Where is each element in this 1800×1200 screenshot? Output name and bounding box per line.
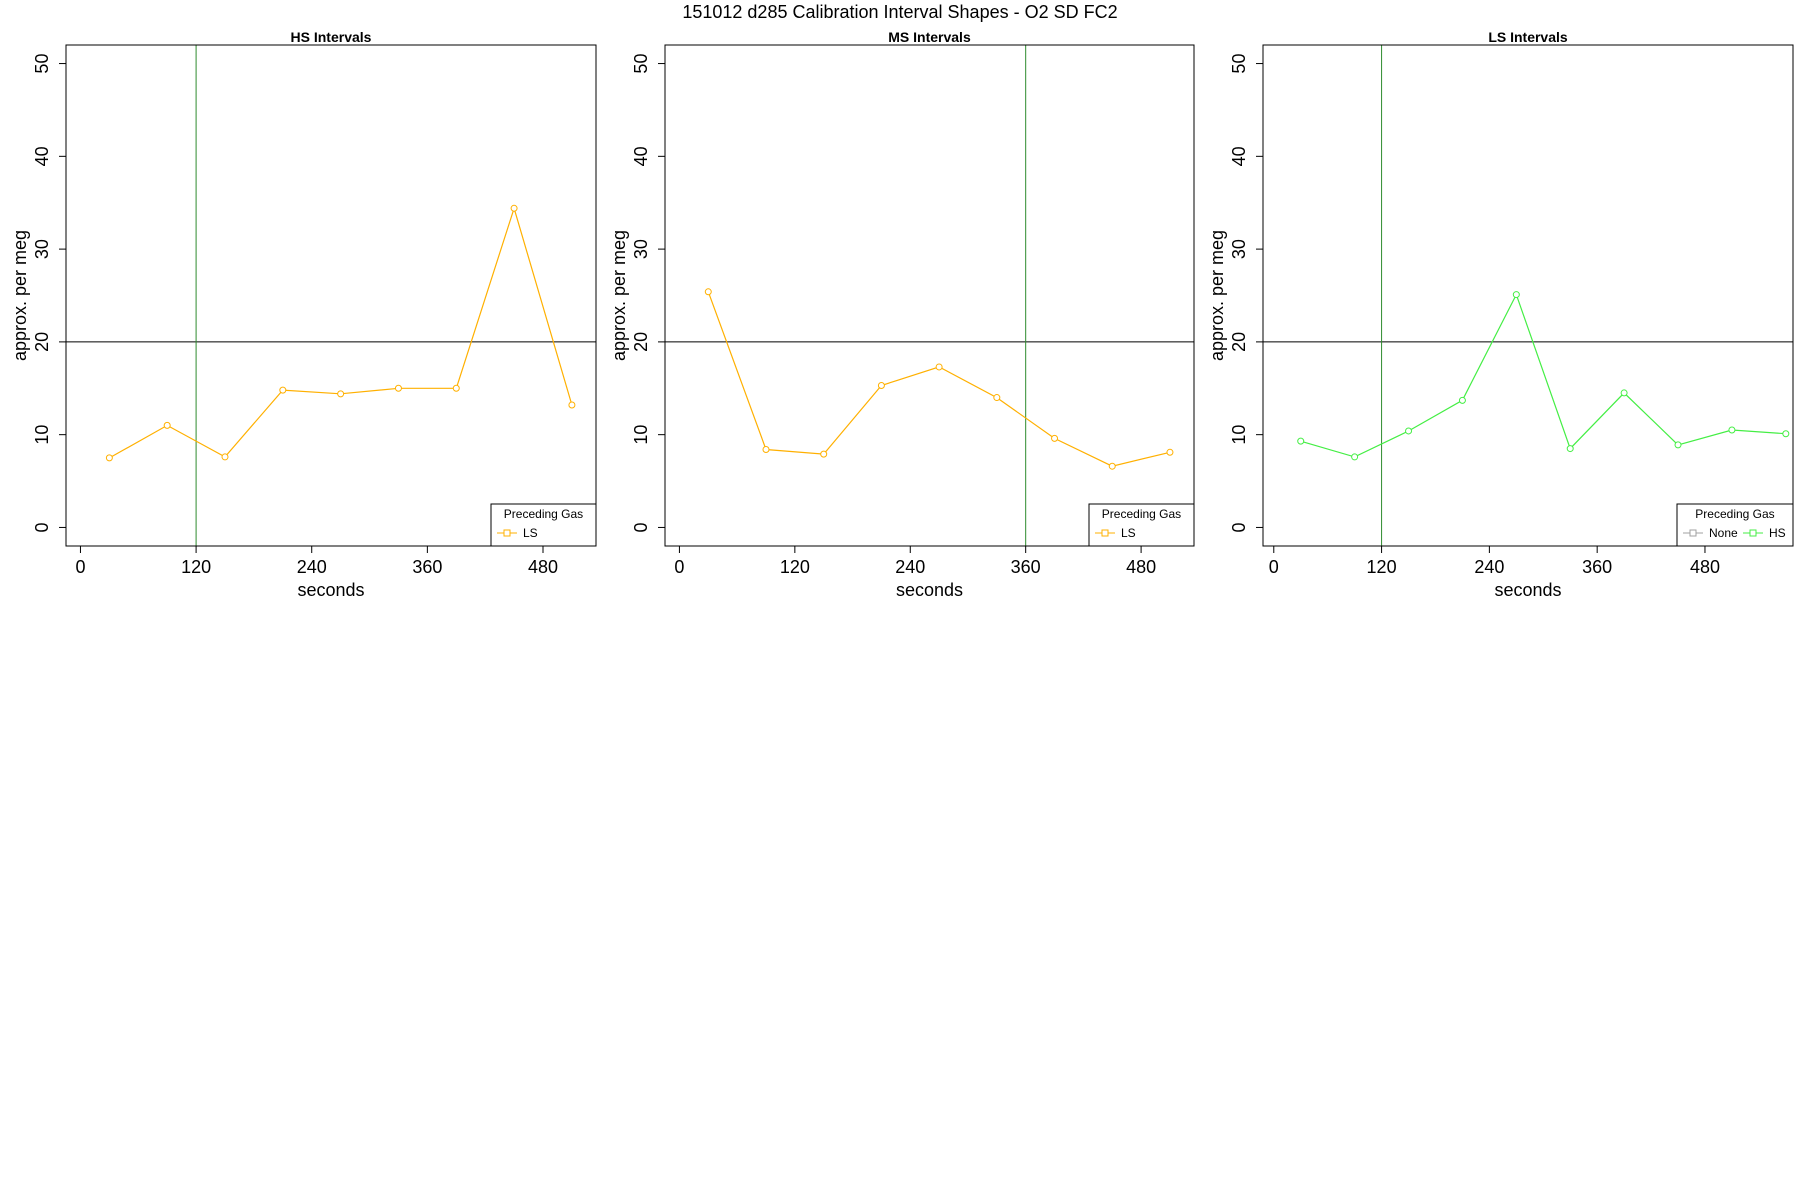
data-point — [993, 394, 1001, 402]
legend-box — [1676, 503, 1794, 547]
x-tick-label: 360 — [1011, 557, 1041, 577]
y-tick-label: 40 — [32, 146, 52, 166]
x-tick-label: 0 — [1269, 557, 1279, 577]
data-point — [1458, 396, 1466, 404]
legend-marker-ls — [1101, 529, 1109, 537]
y-tick-label: 50 — [32, 54, 52, 74]
legend-title: Preceding Gas — [1102, 507, 1181, 521]
y-tick-label: 40 — [1229, 146, 1249, 166]
x-tick-label: 480 — [1126, 557, 1156, 577]
legend-title: Preceding Gas — [1695, 507, 1774, 521]
data-point — [1782, 430, 1790, 438]
x-axis-label: seconds — [896, 580, 963, 600]
x-tick-label: 120 — [181, 557, 211, 577]
data-point — [1351, 453, 1359, 461]
y-tick-label: 0 — [1229, 522, 1249, 532]
data-point — [279, 386, 287, 394]
data-point — [935, 363, 943, 371]
data-point — [820, 450, 828, 458]
y-tick-label: 20 — [1229, 332, 1249, 352]
data-point — [163, 421, 171, 429]
x-tick-label: 480 — [528, 557, 558, 577]
data-point — [337, 390, 345, 398]
y-tick-label: 20 — [631, 332, 651, 352]
legend-title: Preceding Gas — [504, 507, 583, 521]
x-tick-label: 240 — [1474, 557, 1504, 577]
data-point — [877, 381, 885, 389]
x-tick-label: 120 — [780, 557, 810, 577]
x-axis-label: seconds — [1494, 580, 1561, 600]
y-tick-label: 30 — [631, 239, 651, 259]
data-point — [105, 454, 113, 462]
y-tick-label: 30 — [32, 239, 52, 259]
data-point — [1566, 445, 1574, 453]
data-point — [1051, 434, 1059, 442]
legend: Preceding Gas None HS — [1676, 503, 1794, 547]
data-point — [762, 446, 770, 454]
y-tick-label: 0 — [631, 522, 651, 532]
y-axis-label: approx. per meg — [1207, 230, 1227, 361]
legend-label-ls: LS — [1121, 526, 1136, 540]
legend-label-ls: LS — [523, 526, 538, 540]
legend: Preceding Gas LS — [490, 503, 597, 547]
x-tick-label: 0 — [674, 557, 684, 577]
y-tick-label: 50 — [1229, 54, 1249, 74]
x-tick-label: 240 — [297, 557, 327, 577]
x-tick-label: 0 — [75, 557, 85, 577]
legend-box — [1088, 503, 1195, 547]
series-line-hs — [1300, 293, 1786, 458]
data-point — [1166, 448, 1174, 456]
data-point — [1674, 441, 1682, 449]
legend-label-none: None — [1709, 526, 1738, 540]
panel-title: LS Intervals — [1488, 29, 1568, 45]
data-point — [510, 204, 518, 212]
legend-marker-ls — [503, 529, 511, 537]
y-tick-label: 30 — [1229, 239, 1249, 259]
data-point — [1728, 426, 1736, 434]
x-tick-label: 120 — [1367, 557, 1397, 577]
series-line-ls — [707, 291, 1171, 467]
legend: Preceding Gas LS — [1088, 503, 1195, 547]
data-point — [568, 401, 576, 409]
data-point — [1512, 291, 1520, 299]
data-point — [1620, 389, 1628, 397]
x-tick-label: 240 — [895, 557, 925, 577]
plot-frame — [65, 44, 597, 547]
data-point — [394, 384, 402, 392]
y-tick-label: 20 — [32, 332, 52, 352]
data-point — [1108, 462, 1116, 470]
x-tick-label: 360 — [1582, 557, 1612, 577]
x-tick-label: 480 — [1690, 557, 1720, 577]
chart-panel-1: HS Intervals 0 120 240 360 480 seconds 0 10 20 30 4… — [10, 29, 597, 600]
data-point — [452, 384, 460, 392]
y-tick-label: 0 — [32, 522, 52, 532]
chart-panel-3: LS Intervals 0 120 240 360 480 seconds 0 10 20 30 4… — [1207, 29, 1794, 600]
y-tick-label: 10 — [631, 425, 651, 445]
series-line-ls — [109, 206, 573, 459]
y-tick-label: 10 — [1229, 425, 1249, 445]
legend-marker-hs — [1749, 529, 1757, 537]
plot-frame — [664, 44, 1195, 547]
y-axis-label: approx. per meg — [10, 230, 30, 361]
plot-frame — [1262, 44, 1794, 547]
data-point — [1297, 437, 1305, 445]
legend-label-hs: HS — [1769, 526, 1786, 540]
y-tick-label: 50 — [631, 54, 651, 74]
panel-title: MS Intervals — [888, 29, 971, 45]
chart-panel-2: MS Intervals 0 120 240 360 480 seconds 0 10 20 30 4… — [609, 29, 1195, 600]
figure-title: 151012 d285 Calibration Interval Shapes … — [682, 2, 1117, 22]
legend-marker-none — [1689, 529, 1697, 537]
panel-title: HS Intervals — [291, 29, 372, 45]
x-axis-label: seconds — [297, 580, 364, 600]
y-tick-label: 40 — [631, 146, 651, 166]
data-point — [1405, 427, 1413, 435]
x-tick-label: 360 — [412, 557, 442, 577]
chart-panels: HS Intervals 0 120 240 360 480 seconds 0 10 20 30 4… — [10, 29, 1794, 600]
data-point — [704, 288, 712, 296]
y-tick-label: 10 — [32, 425, 52, 445]
legend-box — [490, 503, 597, 547]
y-axis-label: approx. per meg — [609, 230, 629, 361]
data-point — [221, 453, 229, 461]
